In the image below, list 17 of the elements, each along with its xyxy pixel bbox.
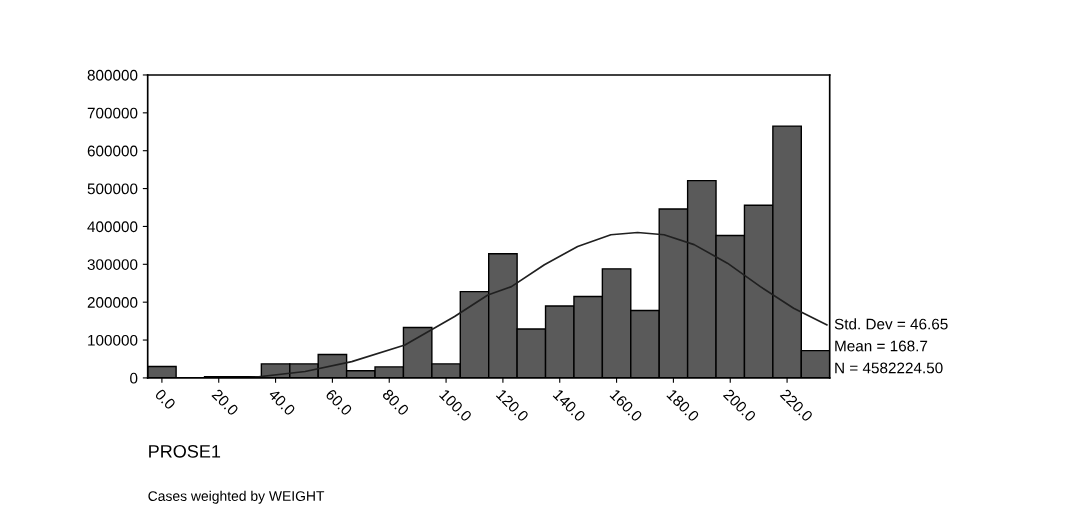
y-tick-label: 600000 [87, 145, 138, 157]
y-tick-label: 400000 [87, 221, 138, 233]
y-tick-label: 800000 [87, 69, 138, 81]
text: Std. Dev = 46.65 [834, 318, 948, 330]
y-tick-label: 0 [130, 372, 138, 384]
y-tick-label: 500000 [87, 183, 138, 195]
y-tick-label: 200000 [87, 297, 138, 308]
x-tick-label: 0.0 [154, 388, 177, 411]
text: N = 4582224.50 [835, 362, 943, 374]
text: Mean = 168.7 [835, 340, 928, 352]
x-tick-label: 40.0 [267, 388, 296, 417]
x-tick-label: 60.0 [325, 388, 353, 417]
y-tick-label: 300000 [87, 259, 138, 270]
y-tick-label: 700000 [87, 107, 138, 119]
text: Cases weighted by WEIGHT [148, 490, 325, 504]
x-axis-title: PROSE1 [149, 444, 221, 458]
y-tick-label: 100000 [88, 334, 138, 346]
